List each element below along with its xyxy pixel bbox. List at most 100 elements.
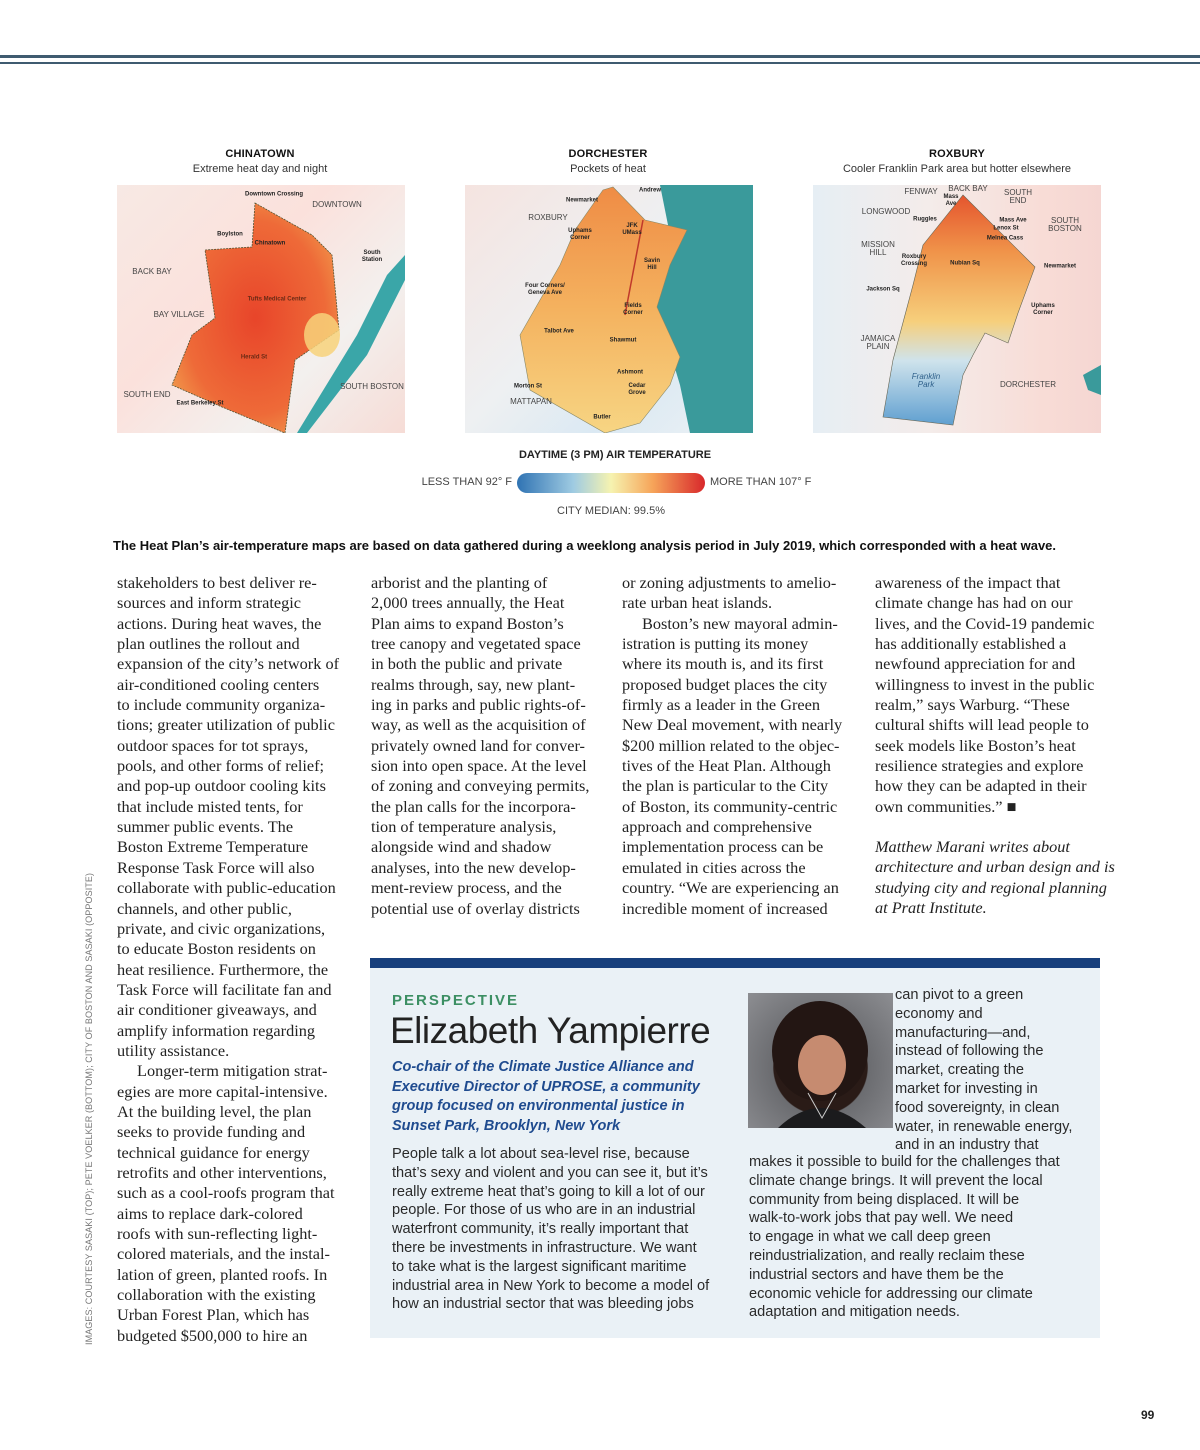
article-line: private, and civic organizations,	[117, 918, 326, 938]
article-line: tion of temperature analysis,	[371, 817, 557, 837]
article-line: emulated in cities across the	[622, 857, 806, 877]
article-line: utility assistance.	[117, 1040, 230, 1060]
map-label: Morton St	[514, 383, 542, 390]
map-title-chinatown: CHINATOWN	[225, 148, 295, 160]
article-line: lives, and the Covid-19 pandemic	[875, 613, 1095, 633]
quote-line: community from being displaced. It will …	[749, 1191, 1020, 1208]
article-line: realm,” says Warburg. “These	[875, 695, 1070, 715]
article-line: of Boston, its community-centric	[622, 796, 838, 816]
article-line: implementation process can be	[622, 837, 824, 857]
map-label: Roxbury Crossing	[900, 254, 927, 267]
article-line: stakeholders to best deliver re-	[117, 573, 317, 592]
article-line: ing in parks and public rights-of-	[371, 695, 586, 715]
article-line: Plan aims to expand Boston’s	[371, 613, 564, 633]
article-line: potential use of overlay districts	[371, 898, 580, 918]
article-line: climate change has had on our	[875, 593, 1073, 613]
map-chinatown: Downtown Crossing DOWNTOWN Boylston Chin…	[117, 185, 405, 433]
map-label: Butler	[593, 414, 611, 421]
map-label: Mass Ave	[943, 194, 959, 207]
article-line: in both the public and private	[371, 654, 563, 674]
quote-line: instead of following the	[895, 1043, 1044, 1060]
quote-line: People talk a lot about sea-level rise, …	[392, 1146, 690, 1162]
article-line: actions. During heat waves, the	[117, 613, 322, 633]
article-line: has additionally established a	[875, 634, 1067, 654]
water	[1083, 365, 1101, 395]
perspective-sidebar: PERSPECTIVE Elizabeth Yampierre Co-chair…	[370, 958, 1100, 1338]
article-line: lation of green, planted roofs. In	[117, 1264, 328, 1284]
article-line: Response Task Force will also	[117, 857, 315, 877]
boston-harbor	[653, 185, 753, 433]
legend-low-label: LESS THAN 92° F	[421, 476, 512, 488]
article-line: newfound appreciation for and	[875, 654, 1076, 674]
map-roxbury: FENWAY BACK BAY SOUTH END Mass Ave LONGW…	[813, 185, 1101, 433]
article-line: Urban Forest Plan, which has	[117, 1305, 310, 1325]
quote-line: to engage in what we call deep green	[749, 1229, 991, 1246]
red-line	[624, 219, 644, 316]
article-line: heat resilience. Furthermore, the	[117, 959, 329, 979]
article-line: amplify information regarding	[117, 1020, 316, 1040]
article-line: At the building level, the plan	[117, 1101, 312, 1121]
author-bio-line: at Pratt Institute.	[875, 898, 987, 918]
article-line: istration is putting its money	[622, 634, 809, 654]
article-line: the plan is particular to the City	[622, 776, 829, 796]
article-line: ment-review process, and the	[371, 878, 562, 898]
map-label: Newmarket	[565, 197, 599, 204]
article-line: 2,000 trees annually, the Heat	[371, 593, 565, 613]
map-label: Nubian Sq	[950, 260, 980, 267]
map-subtitle-dorchester: Pockets of heat	[570, 163, 646, 175]
quote-line: how an industrial sector that was bleedi…	[392, 1296, 694, 1313]
article-line: to educate Boston residents on	[117, 939, 316, 959]
chinatown-district	[171, 202, 340, 433]
roxbury-district	[882, 194, 1036, 426]
map-label: Newmarket	[1043, 263, 1077, 270]
map-label: Talbot Ave	[544, 328, 574, 335]
article-line: egies are more capital-intensive.	[117, 1081, 328, 1101]
article-line: collaboration with the existing	[117, 1285, 316, 1305]
article-line: resilience strategies and explore	[875, 756, 1084, 776]
article-line: rate urban heat islands.	[622, 593, 773, 613]
map-label: BACK BAY	[132, 267, 172, 276]
perspective-role: Co-chair of the Climate Justice Alliance…	[392, 1059, 700, 1134]
article-line: expansion of the city’s network of	[117, 654, 340, 674]
quote-line: there be investments in infrastructure. …	[392, 1239, 697, 1256]
map-label: DORCHESTER	[999, 380, 1057, 389]
article-line: budgeted $500,000 to hire an	[117, 1325, 308, 1345]
map-label: BACK BAY	[948, 185, 988, 193]
map-label: Shawmut	[609, 337, 637, 344]
top-rule	[0, 55, 1200, 58]
quote-line: climate change brings. It will prevent t…	[749, 1172, 1043, 1189]
quote-line: waterfront community, it’s really import…	[392, 1221, 689, 1238]
article-line: tions; greater utilization of public	[117, 715, 335, 735]
map-label: Boylston	[217, 231, 243, 238]
perspective-quote-right-top: can pivot to a green economy and manufactu…	[895, 986, 1072, 1155]
legend-title: DAYTIME (3 PM) AIR TEMPERATURE	[518, 449, 712, 461]
article-line: analyses, into the new develop-	[371, 857, 576, 877]
map-label: JFK UMass	[622, 223, 642, 236]
perspective-kicker: PERSPECTIVE	[392, 992, 520, 1009]
perspective-quote-right: makes it possible to build for the chall…	[749, 1153, 1060, 1322]
map-label: Ashmont	[617, 369, 643, 376]
article-line: outdoor spaces for tot sprays,	[117, 735, 309, 755]
quote-line: market, creating the	[895, 1062, 1024, 1079]
perspective-quote-left: People talk a lot about sea-level rise, …	[392, 1145, 709, 1314]
portrait-illustration	[772, 1001, 868, 1128]
article-line: Longer-term mitigation strat-	[137, 1061, 328, 1081]
article-line: pools, and other forms of relief;	[117, 756, 325, 776]
map-label: Chinatown	[254, 240, 286, 247]
article-line: aims to replace dark-colored	[117, 1203, 303, 1223]
map-label: Savin Hill	[643, 258, 660, 271]
quote-line: food sovereignty, in clean	[895, 1099, 1060, 1116]
map-label: Tufts Medical Center	[247, 296, 307, 303]
article-line: Boston’s new mayoral admin-	[642, 613, 838, 633]
dorchester-district	[519, 186, 688, 433]
quote-line: and in an industry that	[895, 1137, 1039, 1154]
map-label: Cedar Grove	[628, 383, 646, 396]
quote-line: economic vehicle for addressing our clim…	[749, 1285, 1033, 1302]
map-label: Downtown Crossing	[245, 191, 303, 198]
article-line: own communities.” ■	[875, 796, 1017, 816]
map-label: Jackson Sq	[866, 286, 900, 293]
quote-line: industrial sectors and have them be the	[749, 1266, 1004, 1283]
article-line: New Deal movement, with nearly	[622, 715, 843, 735]
map-roxbury-shapes	[882, 194, 1101, 426]
article-line: seeks to provide funding and	[117, 1122, 306, 1142]
